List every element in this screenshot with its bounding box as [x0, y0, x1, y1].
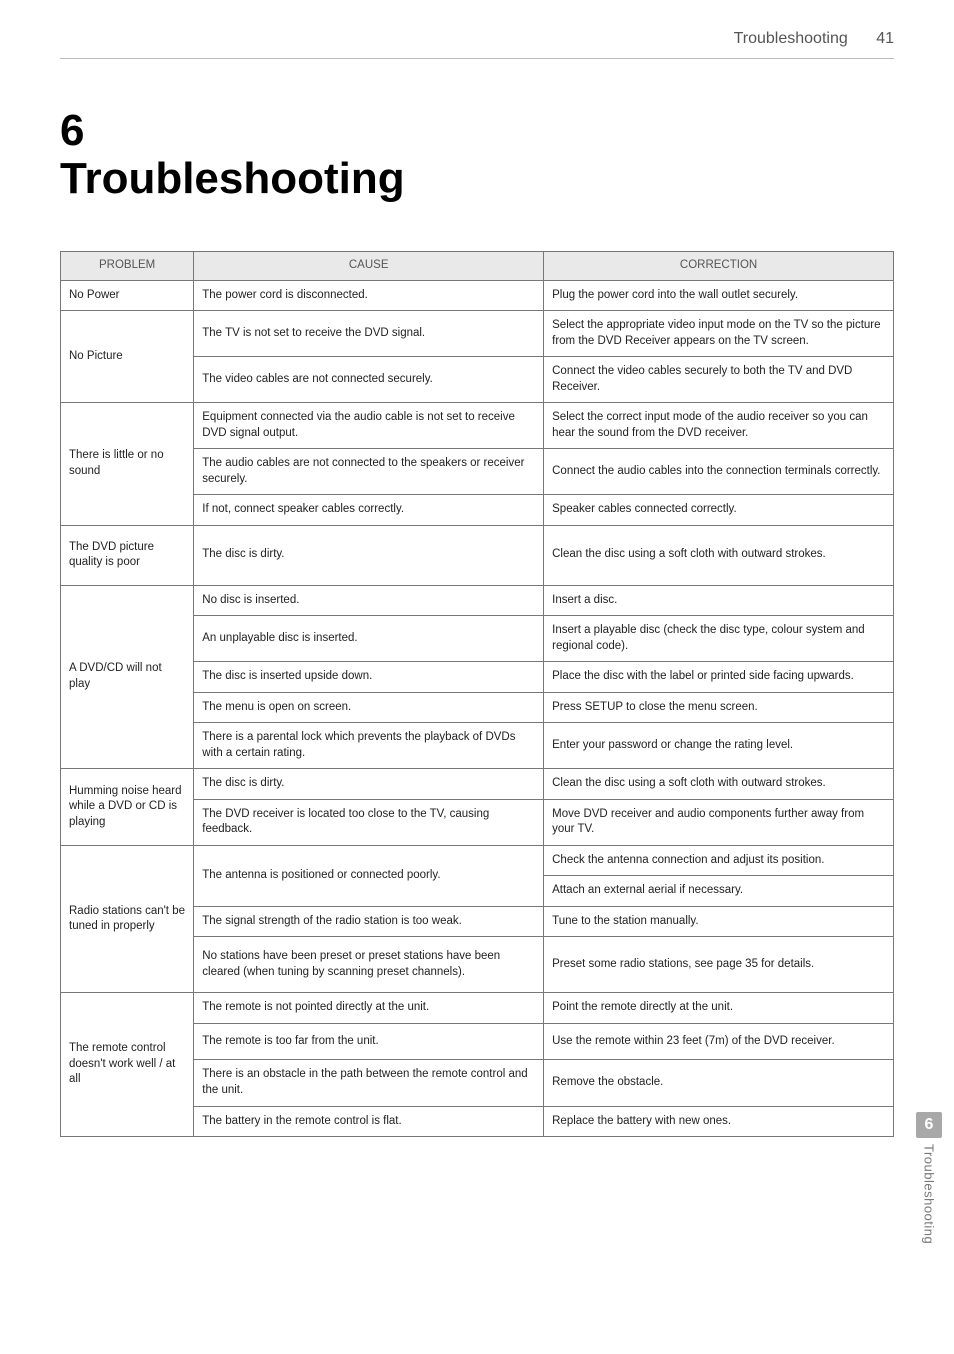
cell-cause: An unplayable disc is inserted. [194, 616, 544, 662]
cell-problem: A DVD/CD will not play [61, 585, 194, 769]
cell-cause: The remote is not pointed directly at th… [194, 993, 544, 1024]
table-header-row: PROBLEM CAUSE CORRECTION [61, 252, 894, 281]
cell-cause: The menu is open on screen. [194, 692, 544, 723]
cell-cause: If not, connect speaker cables correctly… [194, 495, 544, 526]
cell-problem: Radio stations can't be tuned in properl… [61, 845, 194, 993]
cell-cause: There is an obstacle in the path between… [194, 1060, 544, 1106]
cell-cause: The DVD receiver is located too close to… [194, 799, 544, 845]
cell-correction: Enter your password or change the rating… [544, 723, 894, 769]
table-row: The remote control doesn't work well / a… [61, 993, 894, 1024]
cell-cause: The antenna is positioned or connected p… [194, 845, 544, 906]
cell-correction: Attach an external aerial if necessary. [544, 876, 894, 907]
cell-cause: The audio cables are not connected to th… [194, 449, 544, 495]
chapter-number: 6 [60, 109, 894, 153]
cell-correction: Replace the battery with new ones. [544, 1106, 894, 1137]
cell-correction: Insert a disc. [544, 585, 894, 616]
side-tab: 6 Troubleshooting [916, 1112, 942, 1244]
cell-cause: The video cables are not connected secur… [194, 357, 544, 403]
cell-correction: Plug the power cord into the wall outlet… [544, 280, 894, 311]
table-row: A DVD/CD will not play No disc is insert… [61, 585, 894, 616]
cell-problem: No Power [61, 280, 194, 311]
chapter-title: Troubleshooting [60, 157, 894, 201]
cell-correction: Clean the disc using a soft cloth with o… [544, 769, 894, 800]
cell-cause: The battery in the remote control is fla… [194, 1106, 544, 1137]
cell-problem: There is little or no sound [61, 403, 194, 526]
cell-correction: Clean the disc using a soft cloth with o… [544, 525, 894, 585]
page: Troubleshooting 41 6 Troubleshooting PRO… [0, 0, 954, 1354]
cell-cause: No disc is inserted. [194, 585, 544, 616]
cell-cause: No stations have been preset or preset s… [194, 937, 544, 993]
troubleshooting-table: PROBLEM CAUSE CORRECTION No Power The po… [60, 251, 894, 1137]
table-row: The DVD picture quality is poor The disc… [61, 525, 894, 585]
running-header-section: Troubleshooting [734, 30, 848, 47]
cell-correction: Preset some radio stations, see page 35 … [544, 937, 894, 993]
cell-correction: Insert a playable disc (check the disc t… [544, 616, 894, 662]
cell-cause: The disc is dirty. [194, 769, 544, 800]
cell-correction: Press SETUP to close the menu screen. [544, 692, 894, 723]
running-header: Troubleshooting 41 [60, 30, 894, 48]
table-row: No Picture The TV is not set to receive … [61, 311, 894, 357]
cell-correction: Place the disc with the label or printed… [544, 662, 894, 693]
cell-cause: The signal strength of the radio station… [194, 906, 544, 937]
running-header-page-number: 41 [876, 30, 894, 48]
cell-problem: The DVD picture quality is poor [61, 525, 194, 585]
side-tab-label: Troubleshooting [922, 1144, 937, 1244]
cell-correction: Tune to the station manually. [544, 906, 894, 937]
table-row: Humming noise heard while a DVD or CD is… [61, 769, 894, 800]
cell-cause: The TV is not set to receive the DVD sig… [194, 311, 544, 357]
cell-problem: Humming noise heard while a DVD or CD is… [61, 769, 194, 846]
cell-correction: Use the remote within 23 feet (7m) of th… [544, 1023, 894, 1060]
header-rule [60, 58, 894, 59]
table-row: There is little or no sound Equipment co… [61, 403, 894, 449]
cell-correction: Move DVD receiver and audio components f… [544, 799, 894, 845]
cell-correction: Select the correct input mode of the aud… [544, 403, 894, 449]
cell-correction: Speaker cables connected correctly. [544, 495, 894, 526]
col-header-correction: CORRECTION [544, 252, 894, 281]
cell-cause: The remote is too far from the unit. [194, 1023, 544, 1060]
cell-correction: Connect the video cables securely to bot… [544, 357, 894, 403]
cell-cause: There is a parental lock which prevents … [194, 723, 544, 769]
cell-cause: The power cord is disconnected. [194, 280, 544, 311]
cell-correction: Check the antenna connection and adjust … [544, 845, 894, 876]
cell-problem: No Picture [61, 311, 194, 403]
table-row: Radio stations can't be tuned in properl… [61, 845, 894, 876]
side-tab-number: 6 [916, 1112, 942, 1138]
cell-correction: Point the remote directly at the unit. [544, 993, 894, 1024]
cell-cause: The disc is inserted upside down. [194, 662, 544, 693]
cell-cause: The disc is dirty. [194, 525, 544, 585]
table-row: No Power The power cord is disconnected.… [61, 280, 894, 311]
cell-correction: Connect the audio cables into the connec… [544, 449, 894, 495]
cell-correction: Select the appropriate video input mode … [544, 311, 894, 357]
cell-correction: Remove the obstacle. [544, 1060, 894, 1106]
col-header-cause: CAUSE [194, 252, 544, 281]
col-header-problem: PROBLEM [61, 252, 194, 281]
cell-problem: The remote control doesn't work well / a… [61, 993, 194, 1137]
cell-cause: Equipment connected via the audio cable … [194, 403, 544, 449]
